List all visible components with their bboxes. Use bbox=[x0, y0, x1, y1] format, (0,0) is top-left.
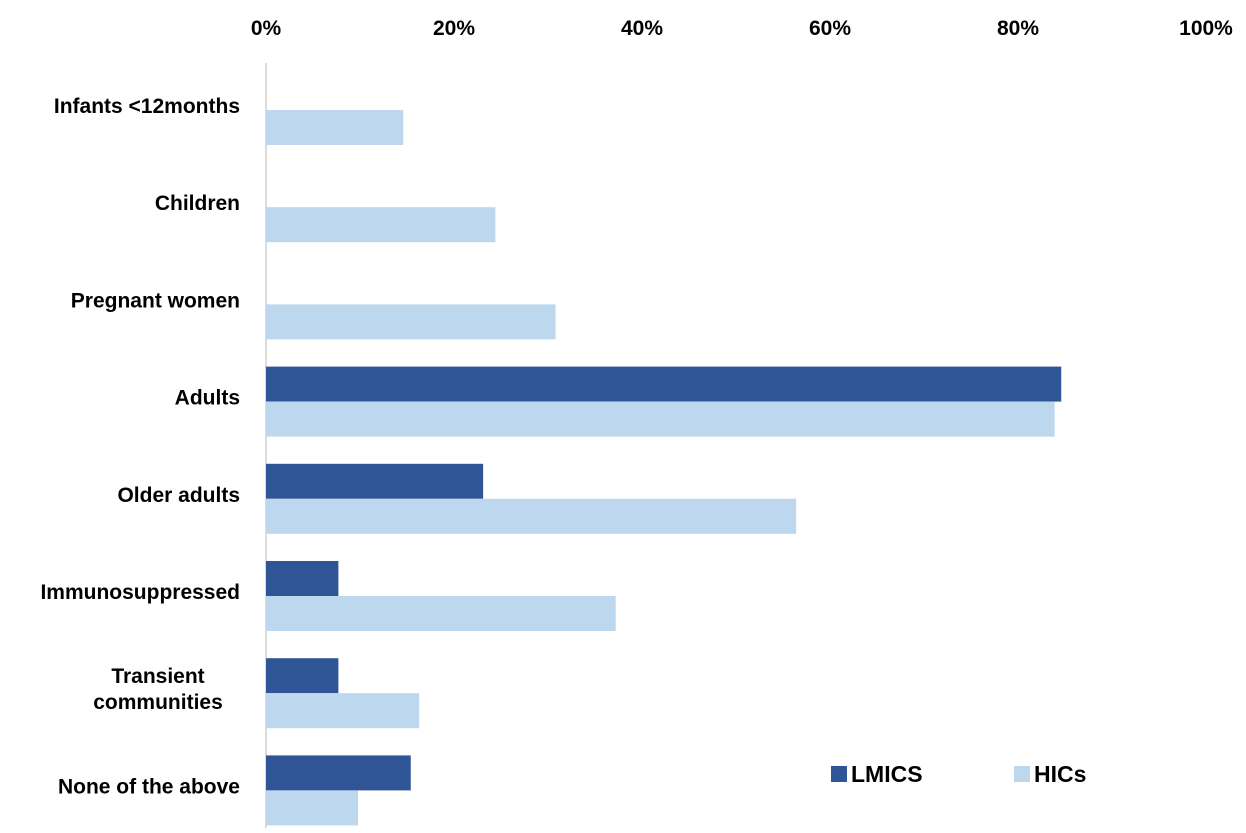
category-label: Pregnant women bbox=[71, 289, 240, 312]
x-tick-label: 20% bbox=[433, 17, 475, 40]
x-tick-label: 40% bbox=[621, 17, 663, 40]
bar-lmics bbox=[266, 463, 484, 499]
x-tick-labels: 0% 20% 40% 60% 80% 100% bbox=[251, 17, 1233, 40]
legend: LMICS HICs bbox=[831, 761, 1086, 787]
bar-hics bbox=[266, 498, 797, 534]
bar-hics bbox=[266, 596, 616, 631]
category-label: None of the above bbox=[58, 775, 240, 798]
category-label: Transient communities bbox=[93, 665, 223, 714]
bar-lmics bbox=[266, 755, 411, 791]
category-label: Children bbox=[155, 192, 240, 215]
x-tick-label: 60% bbox=[809, 17, 851, 40]
x-tick-label: 100% bbox=[1179, 17, 1233, 40]
category-label: Immunosuppressed bbox=[40, 581, 240, 604]
category-labels: Infants <12months Children Pregnant women A… bbox=[40, 95, 240, 798]
legend-swatch-lmics bbox=[831, 766, 847, 782]
bar-lmics bbox=[266, 658, 339, 694]
bar-hics bbox=[266, 401, 1055, 437]
bars-layer bbox=[266, 110, 1062, 826]
category-label: Adults bbox=[175, 387, 240, 410]
x-tick-label: 80% bbox=[997, 17, 1039, 40]
category-label: Older adults bbox=[117, 484, 240, 507]
bar-lmics bbox=[266, 561, 339, 596]
bar-hics bbox=[266, 110, 404, 145]
bar-hics bbox=[266, 790, 359, 826]
category-label: Infants <12months bbox=[54, 95, 240, 118]
legend-label-hics: HICs bbox=[1034, 761, 1086, 787]
bar-hics bbox=[266, 207, 496, 243]
legend-label-lmics: LMICS bbox=[851, 761, 923, 787]
legend-swatch-hics bbox=[1014, 766, 1030, 782]
bar-hics bbox=[266, 304, 556, 340]
bar-lmics bbox=[266, 366, 1062, 402]
bar-hics bbox=[266, 693, 420, 729]
x-tick-label: 0% bbox=[251, 17, 282, 40]
